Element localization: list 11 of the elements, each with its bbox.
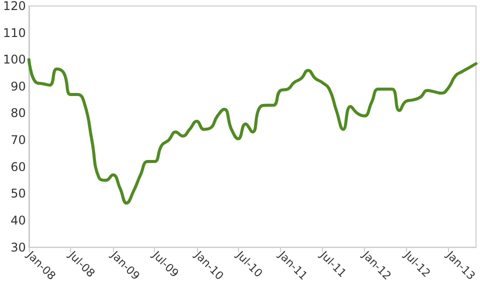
y-tick-label: 90 xyxy=(10,79,26,94)
y-tick-label: 80 xyxy=(10,106,26,120)
y-tick-label: 60 xyxy=(10,160,26,174)
y-tick-label: 70 xyxy=(10,133,26,148)
line-series xyxy=(27,58,478,205)
y-tick-label: 110 xyxy=(3,26,26,40)
y-tick-label: 40 xyxy=(10,213,26,228)
y-tick-label: 120 xyxy=(3,0,26,13)
y-tick-label: 100 xyxy=(3,52,26,67)
y-tick-label: 50 xyxy=(10,186,26,201)
y-tick-label: 30 xyxy=(10,240,26,254)
